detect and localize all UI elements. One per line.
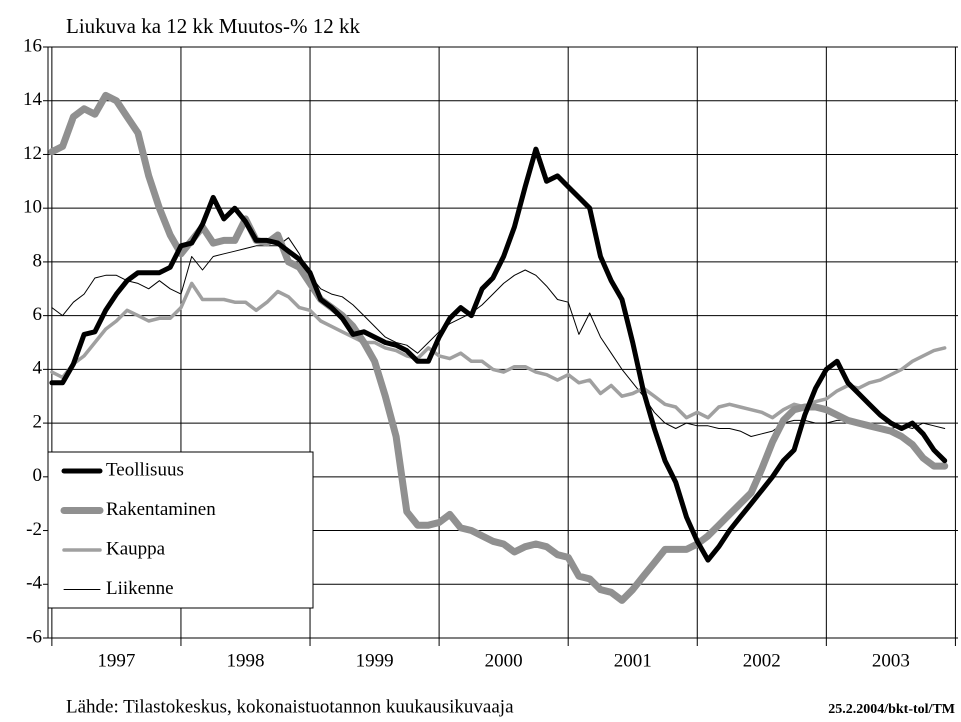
y-tick-label: 2 bbox=[33, 411, 43, 432]
chart-title: Liukuva ka 12 kk Muutos-% 12 kk bbox=[66, 14, 360, 38]
y-tick-label: -4 bbox=[26, 573, 42, 594]
x-tick-label: 1999 bbox=[356, 650, 394, 671]
x-tick-label: 2002 bbox=[743, 650, 781, 671]
y-tick-label: 10 bbox=[23, 197, 42, 218]
y-tick-label: 12 bbox=[23, 143, 42, 164]
x-tick-label: 2003 bbox=[872, 650, 910, 671]
x-tick-label: 1998 bbox=[226, 650, 264, 671]
credit-note: 25.2.2004/bkt-tol/TM bbox=[828, 702, 955, 717]
legend-label: Teollisuus bbox=[106, 459, 184, 480]
data-line bbox=[50, 281, 947, 420]
y-tick-label: 0 bbox=[33, 465, 43, 486]
y-tick-label: 6 bbox=[33, 304, 43, 325]
source-note: Lähde: Tilastokeskus, kokonaistuotannon … bbox=[66, 696, 514, 717]
y-tick-label: 4 bbox=[33, 358, 43, 379]
legend-label: Kauppa bbox=[106, 538, 166, 559]
y-tick-label: 8 bbox=[33, 250, 43, 271]
x-tick-label: 2001 bbox=[614, 650, 652, 671]
data-line bbox=[49, 146, 948, 563]
legend-label: Liikenne bbox=[106, 578, 174, 599]
legend-label: Rakentaminen bbox=[106, 499, 216, 520]
y-tick-label: -6 bbox=[26, 626, 42, 647]
y-tick-label: 14 bbox=[23, 89, 43, 110]
y-tick-label: 16 bbox=[23, 35, 42, 56]
x-tick-label: 1997 bbox=[97, 650, 135, 671]
y-tick-label: -2 bbox=[26, 519, 42, 540]
legend-box bbox=[47, 451, 314, 609]
x-tick-label: 2000 bbox=[485, 650, 523, 671]
data-line bbox=[51, 237, 946, 437]
